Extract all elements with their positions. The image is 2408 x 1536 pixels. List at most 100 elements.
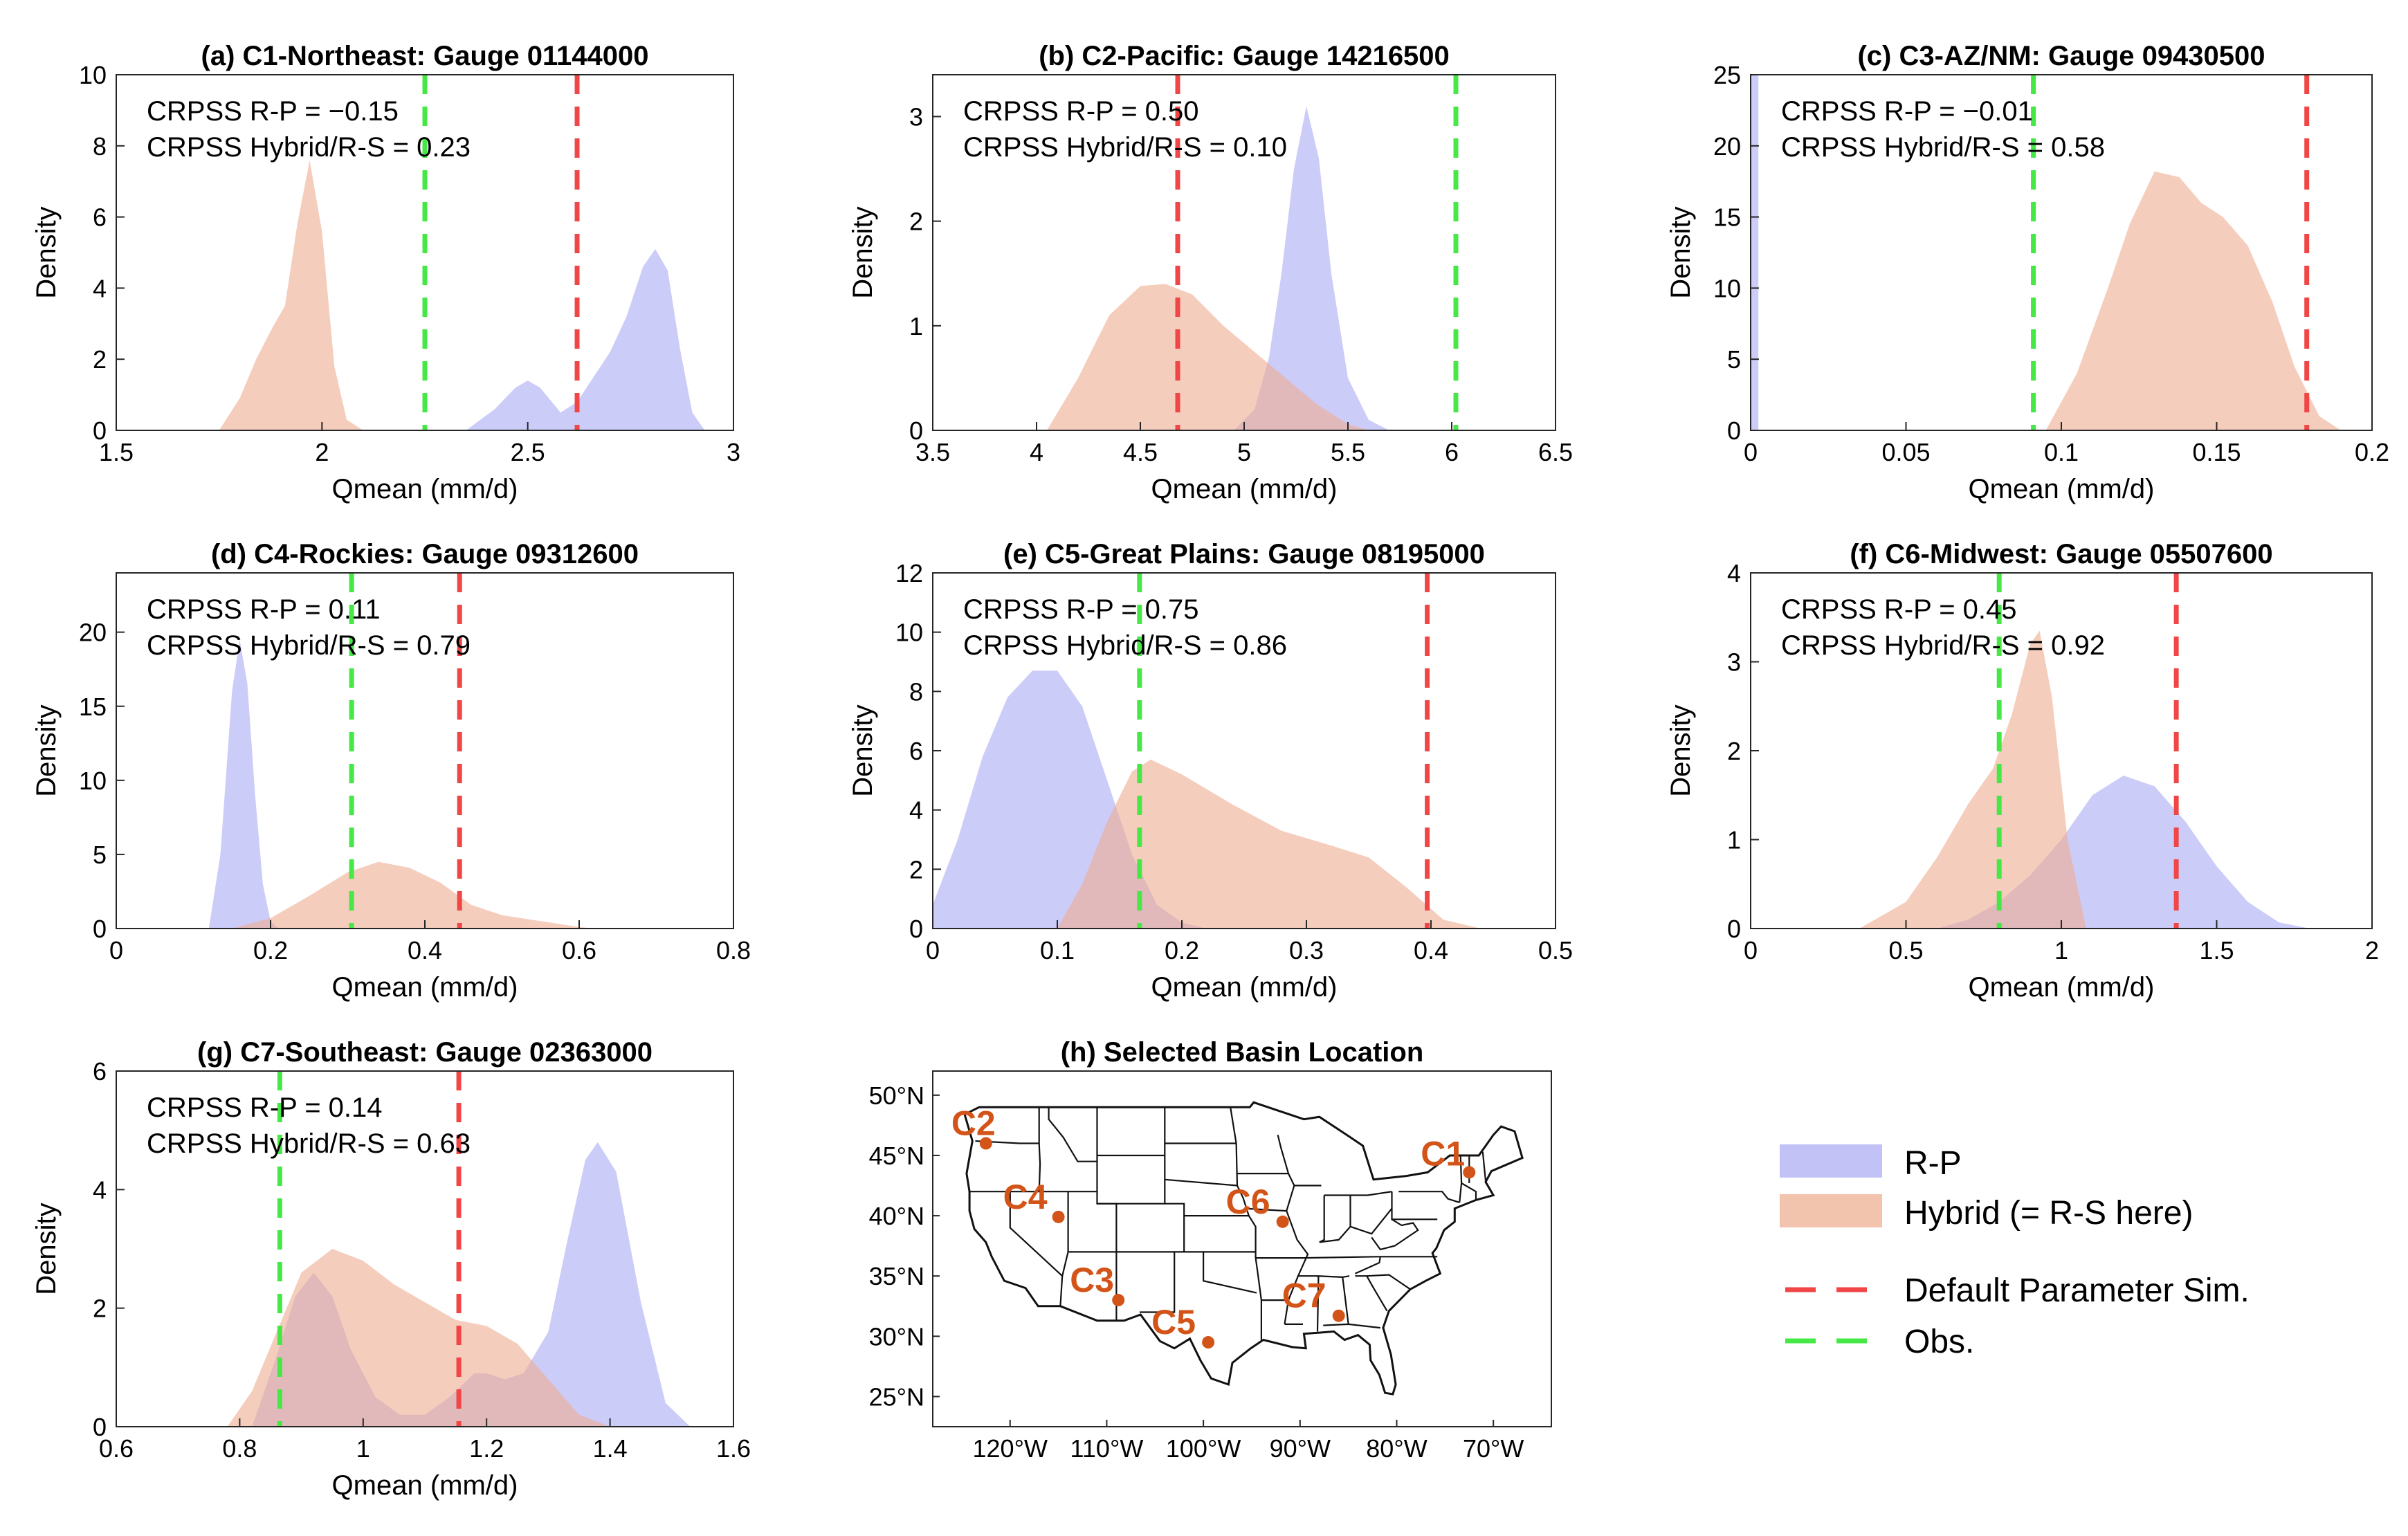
plot-area xyxy=(933,573,1481,929)
chart-panel-5: 0 0.1 0.2 0.3 0.4 0.5 0 2 4 6 8 10 12 (e) C5-Great Pl… xyxy=(848,539,1573,1003)
x-tick-label: 5 xyxy=(1237,438,1251,466)
y-axis-label: Density xyxy=(1666,206,1696,298)
chart-panel-7: 0.6 0.8 1 1.2 1.4 1.6 0 2 4 6 (g) C7-Southeast: Ga… xyxy=(31,1037,751,1501)
y-tick-label: 0 xyxy=(1727,417,1741,445)
x-tick-label: 0 xyxy=(109,936,123,964)
basin-marker xyxy=(1052,1210,1065,1223)
x-tick-label: 0.4 xyxy=(408,936,442,964)
map-frame xyxy=(932,1070,1552,1427)
x-tick-label: 4.5 xyxy=(1123,438,1158,466)
state-border xyxy=(1165,1178,1238,1187)
x-tick-label: 1.5 xyxy=(99,438,134,466)
conus-outline xyxy=(963,1101,1524,1396)
chart-panel-1: 1.5 2 2.5 3 0 2 4 6 8 10 (a) C1-Northeast: Gauge 0… xyxy=(31,41,740,504)
y-tick-label: 10 xyxy=(79,767,107,795)
state-border xyxy=(1319,1207,1393,1243)
x-axis-label: Qmean (mm/d) xyxy=(1151,474,1338,504)
x-tick-label: 0.2 xyxy=(2355,438,2389,466)
hybrid-density-area xyxy=(219,160,363,430)
state-border xyxy=(1461,1182,1477,1200)
lon-tick-label: 90°W xyxy=(1270,1434,1331,1463)
y-tick-label: 0 xyxy=(1727,915,1741,943)
y-tick-label: 2 xyxy=(93,1295,107,1323)
x-axis-label: Qmean (mm/d) xyxy=(1151,972,1338,1003)
rp-density-area xyxy=(1751,75,1759,430)
lat-tick-label: 45°N xyxy=(869,1142,924,1170)
hybrid-density-area xyxy=(1057,759,1481,929)
basin-marker xyxy=(1112,1294,1125,1307)
y-tick-label: 3 xyxy=(909,102,923,131)
crpss-annotation: CRPSS Hybrid/R-S = 0.63 xyxy=(147,1128,471,1159)
y-axis-label: Density xyxy=(31,704,62,796)
lat-tick-label: 35°N xyxy=(869,1262,924,1290)
state-border xyxy=(1371,1218,1419,1251)
state-border xyxy=(1298,1275,1350,1279)
y-tick-label: 4 xyxy=(93,1176,107,1204)
lat-tick-label: 30°N xyxy=(869,1322,924,1351)
x-tick-label: 1 xyxy=(2054,936,2068,964)
state-border xyxy=(1230,1107,1262,1340)
rp-density-area xyxy=(466,248,705,430)
x-tick-label: 0.2 xyxy=(253,936,288,964)
y-tick-label: 1 xyxy=(1727,826,1741,854)
y-axis-label: Density xyxy=(31,1203,62,1295)
legend-swatch xyxy=(1780,1194,1882,1227)
x-tick-label: 0.3 xyxy=(1289,936,1324,964)
lon-tick-label: 110°W xyxy=(1070,1434,1144,1463)
crpss-annotation: CRPSS R-P = −0.15 xyxy=(147,96,399,127)
state-border xyxy=(1481,1151,1487,1181)
axes-box xyxy=(116,74,734,431)
y-tick-label: 0 xyxy=(93,915,107,943)
legend-swatch xyxy=(1780,1144,1882,1178)
y-tick-label: 1 xyxy=(909,312,923,340)
x-tick-label: 0.6 xyxy=(562,936,596,964)
x-tick-label: 0 xyxy=(926,936,940,964)
lon-tick-label: 120°W xyxy=(973,1434,1048,1463)
state-border xyxy=(1243,1207,1287,1212)
state-border xyxy=(1277,1135,1309,1325)
y-tick-label: 3 xyxy=(1727,648,1741,677)
y-tick-label: 25 xyxy=(1713,61,1741,89)
lat-tick-label: 50°N xyxy=(869,1081,924,1110)
legend: R-P Hybrid (= R-S here) Default Parameter … xyxy=(1780,1144,2250,1360)
y-tick-label: 10 xyxy=(79,61,107,89)
x-tick-label: 1 xyxy=(356,1434,370,1463)
y-tick-label: 4 xyxy=(909,796,923,825)
x-tick-label: 1.6 xyxy=(716,1434,751,1463)
y-tick-label: 0 xyxy=(909,417,923,445)
rp-density-area xyxy=(1234,106,1389,430)
y-tick-label: 6 xyxy=(93,1057,107,1086)
y-tick-label: 2 xyxy=(909,855,923,884)
plot-area xyxy=(219,75,705,430)
y-tick-label: 5 xyxy=(1727,345,1741,374)
y-tick-label: 4 xyxy=(93,274,107,302)
state-border xyxy=(1203,1252,1257,1294)
crpss-annotation: CRPSS R-P = 0.50 xyxy=(963,96,1199,127)
map-panel: 120°W 110°W 100°W 90°W 80°W 70°W 50°N 45°N 40°N 3… xyxy=(869,1037,1552,1463)
state-border xyxy=(1255,1256,1438,1259)
x-tick-label: 0.1 xyxy=(1040,936,1075,964)
crpss-annotation: CRPSS Hybrid/R-S = 0.92 xyxy=(1781,630,2105,661)
plot-area xyxy=(1751,75,2342,430)
x-tick-label: 2 xyxy=(315,438,329,466)
crpss-annotation: CRPSS R-P = 0.45 xyxy=(1781,594,2017,625)
state-border xyxy=(1324,1191,1392,1196)
basin-marker xyxy=(1332,1309,1345,1322)
basin-label: C6 xyxy=(1226,1182,1270,1221)
basin-label: C3 xyxy=(1070,1261,1114,1299)
x-axis-label: Qmean (mm/d) xyxy=(1969,972,2155,1003)
x-tick-label: 3.5 xyxy=(915,438,950,466)
plot-area xyxy=(227,1071,691,1427)
lat-tick-label: 25°N xyxy=(869,1382,924,1411)
y-tick-label: 0 xyxy=(93,417,107,445)
y-tick-label: 6 xyxy=(93,203,107,232)
legend-label: Obs. xyxy=(1904,1324,1974,1360)
state-border xyxy=(1139,1107,1185,1313)
lon-tick-label: 100°W xyxy=(1166,1434,1241,1463)
legend-label: R-P xyxy=(1904,1145,1962,1182)
y-tick-label: 8 xyxy=(93,132,107,161)
y-tick-label: 12 xyxy=(895,559,923,587)
panel-title: (c) C3-AZ/NM: Gauge 09430500 xyxy=(1857,41,2265,71)
map-title: (h) Selected Basin Location xyxy=(1061,1037,1424,1068)
x-axis-label: Qmean (mm/d) xyxy=(1969,474,2155,504)
